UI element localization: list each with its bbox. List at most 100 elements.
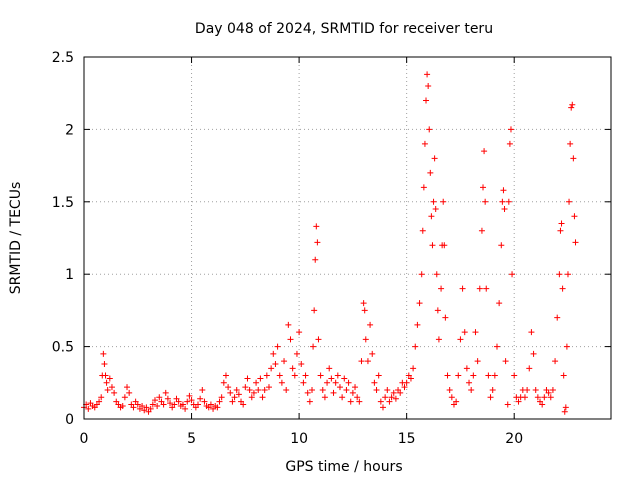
data-point	[571, 213, 578, 220]
data-point	[483, 285, 490, 292]
data-point	[345, 379, 352, 386]
y-axis-label: SRMTID / TECUs	[8, 182, 24, 295]
data-point	[334, 372, 341, 379]
data-point	[139, 402, 146, 409]
data-point	[330, 389, 337, 396]
data-point	[291, 372, 298, 379]
data-point	[248, 394, 255, 401]
x-tick-label: 5	[187, 431, 196, 447]
data-point	[104, 387, 111, 394]
data-point	[476, 285, 483, 292]
data-point	[547, 394, 554, 401]
y-tick-label: 0	[65, 412, 74, 428]
data-point	[154, 402, 161, 409]
data-point	[562, 404, 569, 411]
data-point	[530, 350, 537, 357]
data-point	[369, 350, 376, 357]
data-point	[85, 405, 92, 412]
data-point	[568, 104, 575, 111]
data-point	[171, 401, 178, 408]
data-point	[100, 350, 107, 357]
data-point	[453, 398, 460, 405]
data-point	[225, 384, 232, 391]
data-point	[287, 336, 294, 343]
data-point	[505, 198, 512, 205]
data-point	[111, 389, 118, 396]
data-point	[457, 336, 464, 343]
data-point	[347, 398, 354, 405]
data-point	[448, 394, 455, 401]
data-point	[416, 300, 423, 307]
data-point	[240, 401, 247, 408]
data-point	[430, 198, 437, 205]
data-point	[526, 365, 533, 372]
data-point	[358, 358, 365, 365]
data-point	[220, 379, 227, 386]
data-point	[420, 184, 427, 191]
data-point	[235, 391, 242, 398]
data-point	[156, 394, 163, 401]
data-point	[101, 360, 108, 367]
plot-frame	[83, 56, 612, 420]
data-point	[423, 97, 430, 104]
data-point	[493, 343, 500, 350]
data-point	[119, 402, 126, 409]
data-point	[328, 375, 335, 382]
data-point	[487, 394, 494, 401]
data-point	[511, 372, 518, 379]
data-point	[560, 372, 567, 379]
data-point	[364, 358, 371, 365]
data-point	[207, 401, 214, 408]
data-point	[343, 387, 350, 394]
data-point	[179, 401, 186, 408]
data-point	[397, 389, 404, 396]
data-point	[278, 379, 285, 386]
data-point	[410, 365, 417, 372]
data-point	[362, 336, 369, 343]
data-point	[435, 336, 442, 343]
data-point	[528, 329, 535, 336]
data-point	[222, 372, 229, 379]
data-point	[485, 372, 492, 379]
data-point	[427, 169, 434, 176]
data-point	[270, 350, 277, 357]
data-point	[403, 379, 410, 386]
data-point	[432, 206, 439, 213]
data-point	[566, 198, 573, 205]
data-point	[151, 397, 158, 404]
y-tick-label: 2	[65, 122, 74, 138]
data-point	[310, 343, 317, 350]
data-point	[438, 285, 445, 292]
data-point	[195, 401, 202, 408]
data-point	[250, 389, 257, 396]
data-point	[440, 198, 447, 205]
data-point	[382, 394, 389, 401]
data-point	[384, 387, 391, 394]
data-point	[461, 329, 468, 336]
data-point	[162, 389, 169, 396]
data-point	[261, 387, 268, 394]
data-point	[572, 239, 579, 246]
data-point	[480, 184, 487, 191]
data-point	[446, 387, 453, 394]
data-point	[354, 394, 361, 401]
data-point	[130, 404, 137, 411]
data-point	[296, 329, 303, 336]
data-point	[441, 242, 448, 249]
data-point	[421, 140, 428, 147]
data-point	[392, 395, 399, 402]
data-point	[379, 404, 386, 411]
data-point	[356, 398, 363, 405]
data-point	[375, 372, 382, 379]
data-point	[499, 198, 506, 205]
data-point	[496, 300, 503, 307]
data-point	[545, 389, 552, 396]
data-point	[509, 271, 516, 278]
data-point	[524, 387, 531, 394]
data-point	[274, 343, 281, 350]
data-point	[561, 408, 568, 415]
x-tick-label: 10	[290, 431, 308, 447]
data-point	[534, 394, 541, 401]
data-point	[103, 379, 110, 386]
